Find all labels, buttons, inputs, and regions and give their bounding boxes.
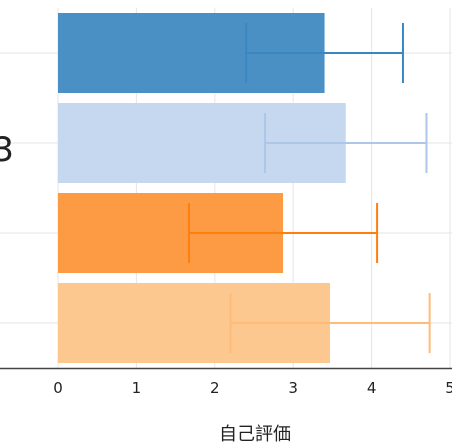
x-axis-title: 自己評価: [219, 424, 291, 445]
x-tick-labels: 0 1 2 3 4 5: [53, 379, 452, 397]
x-tick-label-2: 2: [210, 379, 220, 397]
x-tick-label-0: 0: [53, 379, 63, 397]
y-tick-label-fragment: 3: [0, 130, 14, 170]
x-tick-label-3: 3: [288, 379, 298, 397]
bars: [58, 13, 346, 363]
error-bars: [187, 23, 431, 353]
x-tick-label-5: 5: [445, 379, 452, 397]
x-tick-label-4: 4: [367, 379, 377, 397]
x-tick-label-1: 1: [132, 379, 142, 397]
